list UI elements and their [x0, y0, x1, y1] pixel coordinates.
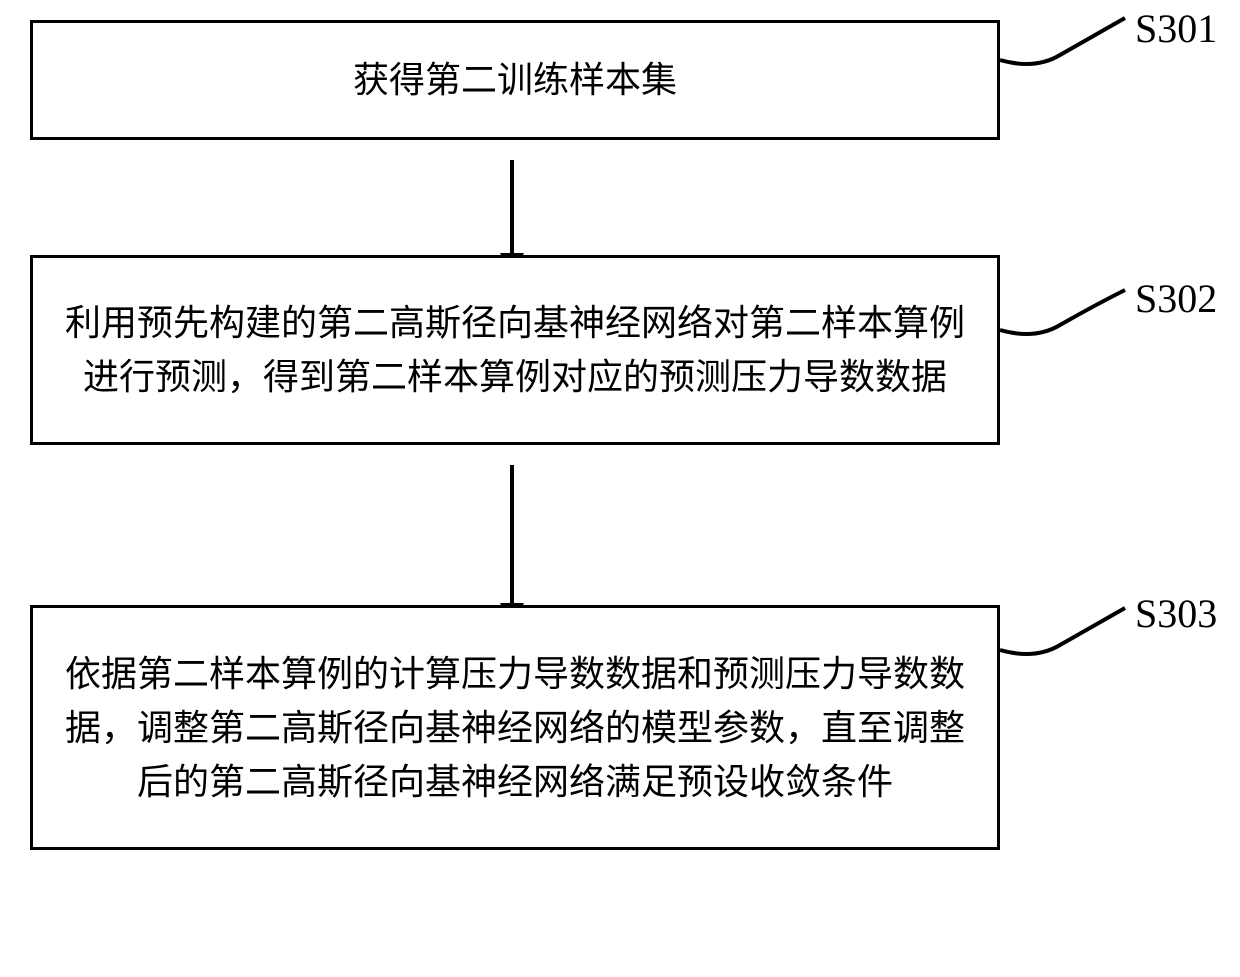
step-label-s301: S301	[1135, 5, 1217, 52]
node-text: 依据第二样本算例的计算压力导数数据和预测压力导数数据，调整第二高斯径向基神经网络…	[63, 647, 967, 809]
node-text: 获得第二训练样本集	[63, 53, 967, 107]
step-label-s302: S302	[1135, 275, 1217, 322]
flowchart-node-s302: 利用预先构建的第二高斯径向基神经网络对第二样本算例进行预测，得到第二样本算例对应…	[30, 255, 1000, 445]
flowchart-container: 获得第二训练样本集 利用预先构建的第二高斯径向基神经网络对第二样本算例进行预测，…	[30, 20, 1030, 850]
flowchart-arrow-1	[510, 160, 514, 260]
step-label-s303: S303	[1135, 590, 1217, 637]
node-text: 利用预先构建的第二高斯径向基神经网络对第二样本算例进行预测，得到第二样本算例对应…	[63, 296, 967, 404]
flowchart-node-s301: 获得第二训练样本集	[30, 20, 1000, 140]
flowchart-node-s303: 依据第二样本算例的计算压力导数数据和预测压力导数数据，调整第二高斯径向基神经网络…	[30, 605, 1000, 850]
flowchart-arrow-2	[510, 465, 514, 610]
